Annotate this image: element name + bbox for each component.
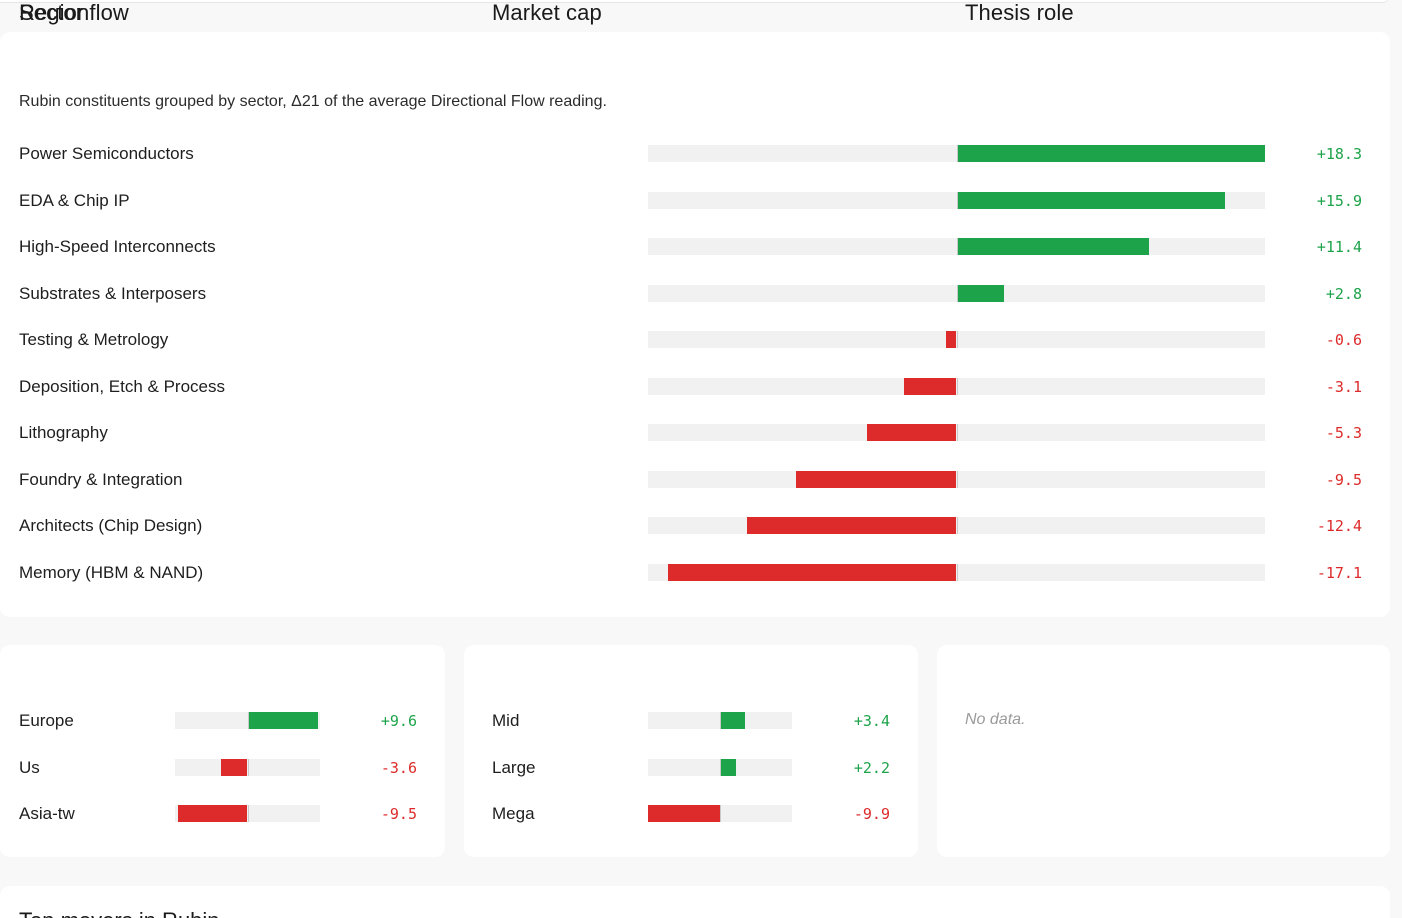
sector-value: -12.4 <box>1316 517 1362 535</box>
market-cap-bar <box>720 712 745 729</box>
sector-bar-track <box>648 331 1265 348</box>
sector-bar <box>946 331 957 348</box>
sector-label: Memory (HBM & NAND) <box>19 562 204 582</box>
sector-flow-subtitle: Rubin constituents grouped by sector, Δ2… <box>19 93 607 110</box>
sector-bar-track <box>648 238 1265 255</box>
sector-value: +11.4 <box>1316 238 1362 256</box>
sector-label: Deposition, Etch & Process <box>19 376 225 396</box>
thesis-role-card <box>937 645 1390 857</box>
sector-bar-track <box>648 517 1265 534</box>
region-bar <box>221 758 248 776</box>
market-cap-label: Mega <box>492 804 535 823</box>
sector-label: Architects (Chip Design) <box>19 516 203 535</box>
sector-zero-line <box>956 563 958 581</box>
region-value: -3.6 <box>380 758 417 777</box>
sector-zero-line <box>956 191 958 209</box>
sector-bar <box>956 284 1004 302</box>
market-cap-title: Market cap <box>492 0 602 25</box>
sector-zero-line <box>956 331 958 348</box>
sector-zero-line <box>956 238 958 255</box>
sector-bar <box>796 470 957 488</box>
sector-value: +2.8 <box>1325 284 1362 303</box>
sector-label: Foundry & Integration <box>19 469 183 489</box>
sector-value: -5.3 <box>1325 424 1362 442</box>
sector-bar-track <box>648 377 1265 395</box>
sector-value: -17.1 <box>1316 563 1362 582</box>
region-label: Us <box>19 757 40 777</box>
sector-label: Testing & Metrology <box>19 330 169 349</box>
sector-zero-line <box>956 284 958 302</box>
market-cap-zero-line <box>720 712 721 729</box>
sector-bar <box>956 145 1265 162</box>
market-cap-card <box>464 645 918 857</box>
thesis-empty-text: No data. <box>965 711 1026 728</box>
sector-bar <box>956 191 1225 209</box>
top-movers-card: Top movers in Rubin <box>0 886 1390 918</box>
thesis-role-title: Thesis role <box>965 0 1074 25</box>
sector-value: -0.6 <box>1325 331 1362 349</box>
sector-bar <box>867 424 957 441</box>
region-bar <box>247 712 318 729</box>
sector-value: +15.9 <box>1316 191 1362 210</box>
region-title: Region <box>19 0 90 25</box>
region-label: Asia-tw <box>19 804 75 823</box>
sector-label: EDA & Chip IP <box>19 190 130 210</box>
sector-value: -9.5 <box>1325 470 1362 489</box>
region-zero-line <box>247 712 249 729</box>
region-bar-track <box>175 805 320 822</box>
sector-zero-line <box>956 517 958 534</box>
market-cap-value: +2.2 <box>853 758 890 777</box>
market-cap-zero-line <box>720 758 721 776</box>
market-cap-value: -9.9 <box>853 805 890 823</box>
region-bar-track <box>175 758 320 776</box>
market-cap-bar-track <box>648 805 792 822</box>
region-value: +9.6 <box>380 712 417 730</box>
region-card <box>0 645 445 857</box>
region-label: Europe <box>19 711 74 730</box>
sector-zero-line <box>956 424 958 441</box>
sector-bar-track <box>648 424 1265 441</box>
sector-bar-track <box>648 284 1265 302</box>
market-cap-bar-track <box>648 758 792 776</box>
sector-bar-track <box>648 191 1265 209</box>
market-cap-label: Large <box>492 757 536 777</box>
sector-label: High-Speed Interconnects <box>19 237 216 256</box>
market-cap-label: Mid <box>492 711 520 730</box>
sector-bar <box>956 238 1149 255</box>
top-movers-title: Top movers in Rubin <box>19 908 220 918</box>
sector-value: +18.3 <box>1316 145 1362 163</box>
sector-bar <box>904 377 957 395</box>
region-zero-line <box>247 805 249 822</box>
sector-label: Power Semiconductors <box>19 144 194 163</box>
sector-bar <box>747 517 957 534</box>
sector-flow-title: Sector flow <box>19 0 129 25</box>
sector-zero-line <box>956 145 958 162</box>
sector-bar-track <box>648 145 1265 162</box>
market-cap-bar <box>720 758 736 776</box>
sector-zero-line <box>956 377 958 395</box>
previous-card-edge <box>0 0 1390 3</box>
market-cap-zero-line <box>720 805 721 822</box>
sector-label: Substrates & Interposers <box>19 283 207 303</box>
region-zero-line <box>247 758 249 776</box>
market-cap-bar-track <box>648 712 792 729</box>
sector-zero-line <box>956 470 958 488</box>
sector-bar-track <box>648 470 1265 488</box>
sector-bar <box>668 563 957 581</box>
region-value: -9.5 <box>380 805 417 823</box>
sector-bar-track <box>648 563 1265 581</box>
sector-value: -3.1 <box>1325 377 1362 396</box>
market-cap-value: +3.4 <box>853 712 890 730</box>
region-bar-track <box>175 712 320 729</box>
region-bar <box>177 805 248 822</box>
sector-label: Lithography <box>19 423 108 442</box>
market-cap-bar <box>648 805 720 822</box>
